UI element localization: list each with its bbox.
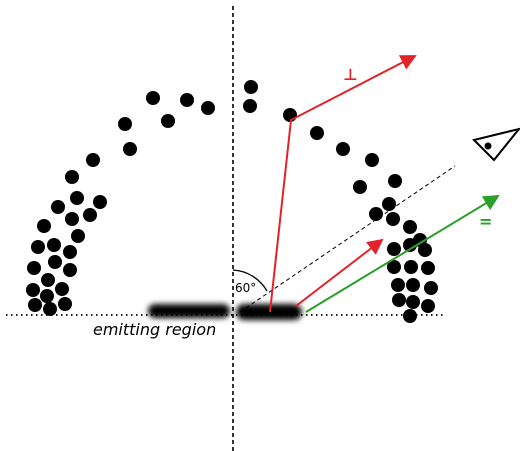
scattering-dot: [31, 240, 45, 254]
scattering-dot: [403, 238, 417, 252]
scattering-dot: [58, 297, 72, 311]
scattering-dot: [83, 208, 97, 222]
scattering-dot: [406, 278, 420, 292]
scattering-dot: [421, 261, 435, 275]
scattering-dot: [243, 99, 257, 113]
scattering-dot: [244, 80, 258, 94]
scattering-dot: [37, 219, 51, 233]
scattering-dot: [43, 302, 57, 316]
eye-icon: [472, 127, 520, 162]
scattering-dot: [146, 91, 160, 105]
scattering-dot: [40, 289, 54, 303]
scattering-dot: [41, 273, 55, 287]
scattering-dot: [391, 278, 405, 292]
scattering-dot: [283, 108, 297, 122]
scattering-dot: [28, 298, 42, 312]
scattering-dot: [65, 212, 79, 226]
scattering-dot: [71, 229, 85, 243]
scattering-dot: [387, 242, 401, 256]
scattering-dot: [86, 153, 100, 167]
scattering-dot: [310, 126, 324, 140]
scattering-dot: [48, 255, 62, 269]
scattering-dot: [70, 191, 84, 205]
scattering-dot: [123, 142, 137, 156]
scattering-dot: [63, 263, 77, 277]
scattering-dot: [382, 197, 396, 211]
scattering-dots: [26, 80, 438, 323]
scattering-dot: [418, 243, 432, 257]
parallel-label: =: [479, 212, 492, 231]
scattering-dot: [201, 101, 215, 115]
scattering-dot: [63, 245, 77, 259]
scattering-dot: [404, 260, 418, 274]
scattering-dot: [51, 200, 65, 214]
scattering-dot: [65, 170, 79, 184]
scattering-dot: [26, 283, 40, 297]
scattering-dot: [406, 295, 420, 309]
scattering-dot: [369, 207, 383, 221]
emitting-region-blob: [148, 304, 302, 320]
angle-label: 60°: [235, 281, 256, 295]
scattering-dot: [27, 261, 41, 275]
scattering-dot: [421, 299, 435, 313]
scattering-dot: [403, 309, 417, 323]
scattering-dot: [403, 220, 417, 234]
angle-arc: [232, 269, 268, 292]
scattering-dot: [55, 282, 69, 296]
scattering-dot: [387, 260, 401, 274]
parallel-ray: [305, 194, 500, 313]
scattering-dot: [47, 238, 61, 252]
line-of-sight: [239, 165, 456, 313]
scattering-dot: [93, 195, 107, 209]
scattering-dot: [180, 93, 194, 107]
scattering-dot: [118, 117, 132, 131]
perp-label: ⊥: [343, 65, 358, 84]
scattering-dot: [161, 114, 175, 128]
scattering-dot: [365, 153, 379, 167]
scattering-dot: [388, 174, 402, 188]
scattering-dot: [386, 212, 400, 226]
scattering-dot: [353, 180, 367, 194]
scattering-dot: [424, 281, 438, 295]
region-label: emitting region: [93, 320, 216, 339]
scattering-dot: [392, 293, 406, 307]
scattering-dot: [336, 142, 350, 156]
perp-ray-short: [295, 238, 384, 307]
perp-ray: [269, 55, 417, 313]
